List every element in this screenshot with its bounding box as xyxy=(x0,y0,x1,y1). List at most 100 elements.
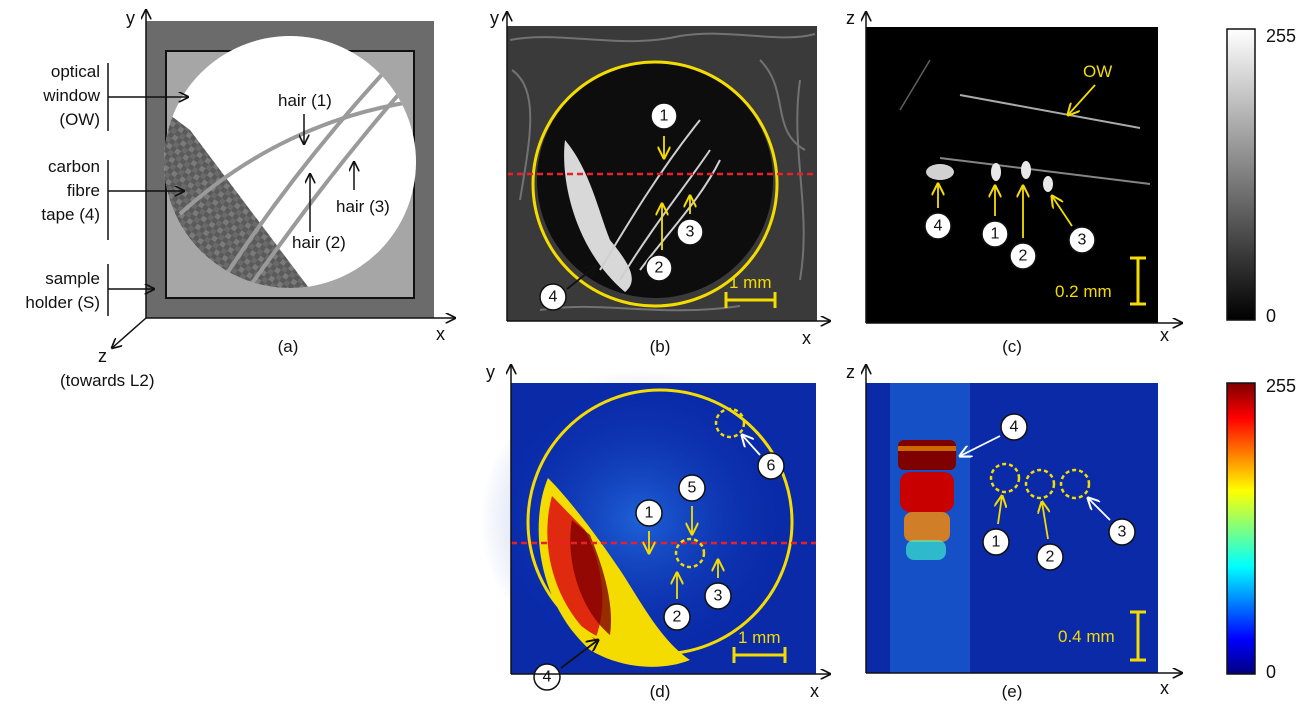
ow-ring-b xyxy=(531,60,779,308)
arrow-b-4 xyxy=(566,266,596,290)
caption-c: (c) xyxy=(1002,337,1022,356)
badge-c-4: 4 xyxy=(924,212,952,240)
svg-text:3: 3 xyxy=(1078,232,1087,249)
arrow-d-4 xyxy=(560,640,598,669)
svg-text:2: 2 xyxy=(673,609,682,626)
badge-d-5: 5 xyxy=(678,474,706,502)
svg-text:2: 2 xyxy=(1046,549,1055,566)
panel-c: OW 4 1 2 3 0.2 mm z x xyxy=(846,8,1182,356)
axis-y-label-d: y xyxy=(486,362,495,382)
arrow-e-2 xyxy=(1042,502,1048,540)
svg-text:5: 5 xyxy=(688,480,697,497)
svg-text:4: 4 xyxy=(934,218,943,235)
hairs xyxy=(178,53,416,288)
svg-text:1: 1 xyxy=(645,505,654,522)
badge-c-1: 1 xyxy=(981,220,1009,248)
roi-5 xyxy=(674,537,706,569)
axis-x-label-b: x xyxy=(802,328,811,348)
badge-e-3: 3 xyxy=(1108,518,1136,546)
holder-label-1: sample xyxy=(45,269,100,288)
tape-label-3: tape (4) xyxy=(41,205,100,224)
arrow-e-1 xyxy=(998,496,1002,525)
svg-text:1: 1 xyxy=(992,534,1001,551)
axis-z-note: (towards L2) xyxy=(60,371,154,390)
hair-spots-c xyxy=(926,161,1053,192)
svg-text:1: 1 xyxy=(660,108,669,125)
badge-b-4: 4 xyxy=(539,283,567,311)
hair2-label: hair (2) xyxy=(292,233,346,252)
badge-e-4: 4 xyxy=(1000,413,1028,441)
tape-signal-inner-d xyxy=(570,520,611,635)
axis-x-label-e: x xyxy=(1160,678,1169,698)
axis-y-label-b: y xyxy=(490,8,499,28)
badge-d-6: 6 xyxy=(757,452,785,480)
hair1-label: hair (1) xyxy=(278,91,332,110)
axis-z-label-e: z xyxy=(846,362,855,382)
tape-signal-e xyxy=(898,440,956,560)
arrow-d-6 xyxy=(742,435,761,456)
panel-b: 1 2 3 4 1 mm y x (b) xyxy=(490,8,830,356)
colorbar-jet-max: 255 xyxy=(1266,376,1296,396)
svg-text:1 mm: 1 mm xyxy=(729,273,772,292)
hair3-label: hair (3) xyxy=(336,197,390,216)
roi-e-1 xyxy=(989,462,1021,494)
ow-label-c: OW xyxy=(1083,62,1112,81)
scale-bar-c: 0.2 mm xyxy=(1055,256,1146,306)
ow-label-1: optical xyxy=(51,62,100,81)
svg-text:4: 4 xyxy=(549,289,558,306)
roi-e-2 xyxy=(1024,468,1056,500)
badge-c-2: 2 xyxy=(1009,242,1037,270)
scale-bar-b: 1 mm xyxy=(724,273,777,308)
badge-b-1: 1 xyxy=(650,102,678,130)
svg-text:3: 3 xyxy=(1118,524,1127,541)
svg-text:0.4 mm: 0.4 mm xyxy=(1058,627,1115,646)
svg-text:4: 4 xyxy=(543,669,552,686)
svg-text:4: 4 xyxy=(1010,419,1019,436)
carbon-tape-bright xyxy=(564,140,632,292)
tape-label-1: carbon xyxy=(48,157,100,176)
svg-text:1 mm: 1 mm xyxy=(738,628,781,647)
colorbar-jet: 255 0 xyxy=(1226,376,1296,682)
panel-d: 1 2 3 4 5 6 1 mm xyxy=(480,362,830,701)
oct-image-c xyxy=(866,27,1158,323)
caption-b: (b) xyxy=(650,337,671,356)
photo-texture xyxy=(509,32,816,312)
badge-d-2: 2 xyxy=(663,603,691,631)
badge-b-2: 2 xyxy=(645,254,673,282)
svg-text:6: 6 xyxy=(767,458,776,475)
roi-6 xyxy=(714,407,746,439)
ow-streaks-c xyxy=(899,59,1151,185)
scale-bar-e: 0.4 mm xyxy=(1058,610,1146,662)
axis-z-label-c: z xyxy=(846,8,855,28)
ow-label-3: (OW) xyxy=(59,110,100,129)
svg-text:2: 2 xyxy=(1019,248,1028,265)
holder-label-2: holder (S) xyxy=(25,293,100,312)
tape-label-2: fibre xyxy=(67,181,100,200)
colorbar-gray-min: 0 xyxy=(1266,306,1276,326)
badge-d-1: 1 xyxy=(635,499,663,527)
axis-x-label-d: x xyxy=(810,681,819,701)
svg-text:0.2 mm: 0.2 mm xyxy=(1055,282,1112,301)
axis-x-label: x xyxy=(436,324,445,344)
ow-ring-d xyxy=(526,388,794,656)
panel-a: y x z (towards L2) optical window (OW) c… xyxy=(25,8,455,390)
caption-d: (d) xyxy=(650,682,671,701)
panel-e: 4 1 2 3 0.4 mm z x (e) xyxy=(846,362,1182,701)
badge-e-2: 2 xyxy=(1036,543,1064,571)
svg-text:3: 3 xyxy=(686,224,695,241)
caption-e: (e) xyxy=(1002,682,1023,701)
axis-z xyxy=(112,317,147,348)
colorbar-gray: 255 0 xyxy=(1226,26,1296,326)
roi-e-3 xyxy=(1059,468,1091,500)
arrow-e-4 xyxy=(960,435,1001,456)
ow-arrow-c xyxy=(1068,84,1096,115)
axis-x-label-c: x xyxy=(1160,325,1169,345)
axis-z-label: z xyxy=(98,346,107,366)
axis-y-label: y xyxy=(126,8,135,28)
arrow-e-3 xyxy=(1088,498,1111,521)
svg-text:3: 3 xyxy=(714,588,723,605)
svg-text:1: 1 xyxy=(991,226,1000,243)
badge-c-3: 3 xyxy=(1068,226,1096,254)
colorbar-jet-min: 0 xyxy=(1266,662,1276,682)
arrow-c-3 xyxy=(1052,196,1073,227)
